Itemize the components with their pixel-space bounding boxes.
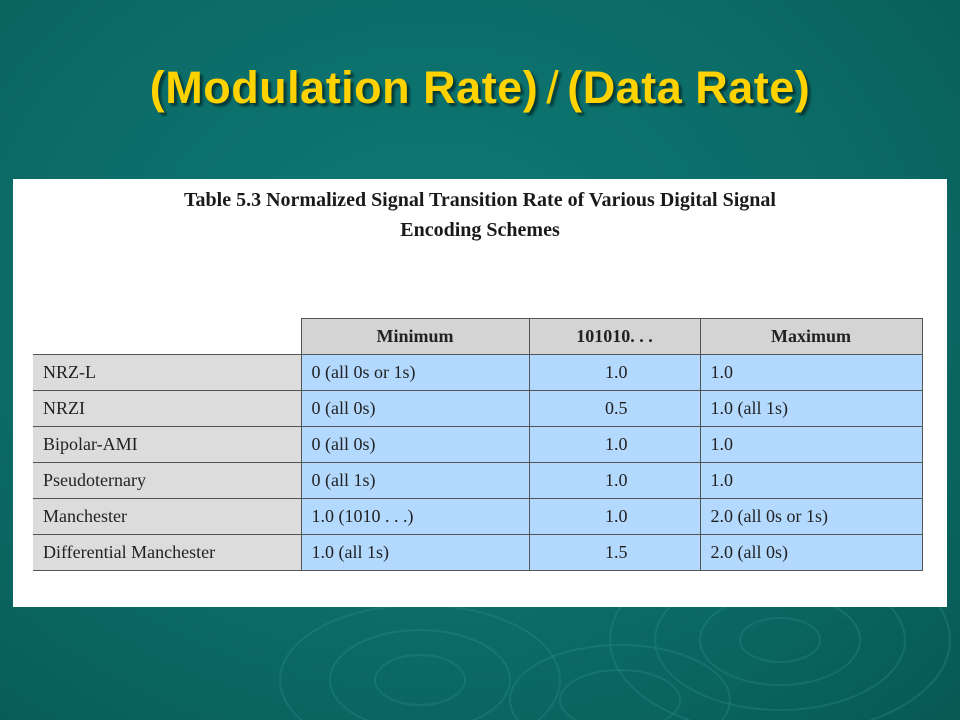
cell-minimum: 1.0 (all 1s) [300,534,530,571]
table-row: Pseudoternary 0 (all 1s) 1.0 1.0 [33,462,923,499]
table-row: Manchester 1.0 (1010 . . .) 1.0 2.0 (all… [33,498,923,535]
cell-minimum: 0 (all 0s) [300,426,530,463]
header-maximum: Maximum [699,318,923,355]
row-label: Bipolar-AMI [33,426,302,463]
cell-maximum: 1.0 [699,354,923,391]
row-label: Pseudoternary [33,462,302,499]
cell-maximum: 2.0 (all 0s or 1s) [699,498,923,535]
row-label: Differential Manchester [33,534,302,571]
cell-minimum: 0 (all 0s) [300,390,530,427]
row-label: NRZ-L [33,354,302,391]
cell-101010: 1.5 [528,534,701,571]
cell-maximum: 1.0 [699,426,923,463]
table-row: Differential Manchester 1.0 (all 1s) 1.5… [33,534,923,571]
header-corner-cell [33,318,302,355]
table-row: Bipolar-AMI 0 (all 0s) 1.0 1.0 [33,426,923,463]
encoding-transition-rate-table: Minimum 101010. . . Maximum NRZ-L 0 (all… [33,318,923,571]
title-data-rate: (Data Rate) [567,62,811,113]
title-modulation-rate: (Modulation Rate) [149,62,539,113]
cell-101010: 1.0 [528,354,701,391]
header-minimum: Minimum [300,318,530,355]
cell-maximum: 2.0 (all 0s) [699,534,923,571]
cell-101010: 1.0 [528,426,701,463]
table-header-row: Minimum 101010. . . Maximum [33,318,923,355]
table-image-panel: Table 5.3 Normalized Signal Transition R… [13,179,947,607]
title-separator: / [546,62,560,113]
caption-line-2: Encoding Schemes [400,219,560,241]
row-label: NRZI [33,390,302,427]
cell-minimum: 0 (all 0s or 1s) [300,354,530,391]
cell-minimum: 0 (all 1s) [300,462,530,499]
caption-line-1: Table 5.3 Normalized Signal Transition R… [184,189,776,211]
cell-minimum: 1.0 (1010 . . .) [300,498,530,535]
table-row: NRZ-L 0 (all 0s or 1s) 1.0 1.0 [33,354,923,391]
cell-101010: 1.0 [528,462,701,499]
cell-101010: 0.5 [528,390,701,427]
table-row: NRZI 0 (all 0s) 0.5 1.0 (all 1s) [33,390,923,427]
header-101010: 101010. . . [528,318,701,355]
cell-maximum: 1.0 [699,462,923,499]
row-label: Manchester [33,498,302,535]
table-caption: Table 5.3 Normalized Signal Transition R… [13,185,947,245]
slide-title: (Modulation Rate) / (Data Rate) [0,62,960,114]
cell-101010: 1.0 [528,498,701,535]
cell-maximum: 1.0 (all 1s) [699,390,923,427]
